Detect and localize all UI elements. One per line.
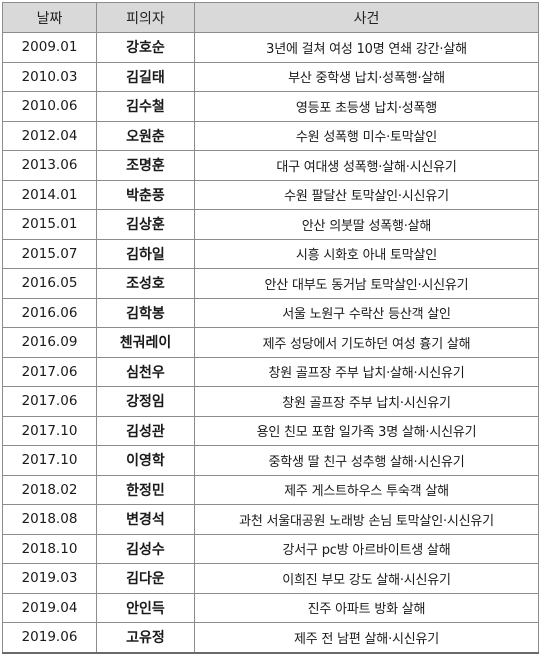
- cell-suspect: 첸궈레이: [96, 327, 195, 358]
- table-row: 2018.10 김성수 강서구 pc방 아르바이트생 살해: [2, 533, 539, 564]
- cell-date: 2017.06: [2, 386, 97, 417]
- cell-suspect: 조성호: [96, 268, 195, 299]
- cell-date: 2013.06: [2, 150, 97, 181]
- cell-case: 안산 의붓딸 성폭행·살해: [194, 209, 539, 240]
- cell-case: 과천 서울대공원 노래방 손님 토막살인·시신유기: [194, 504, 539, 535]
- cell-suspect: 안인득: [96, 592, 195, 623]
- cell-case: 이희진 부모 강도 살해·시신유기: [194, 563, 539, 594]
- cell-suspect: 김상훈: [96, 209, 195, 240]
- cell-date: 2016.05: [2, 268, 97, 299]
- cell-case: 용인 친모 포함 일가족 3명 살해·시신유기: [194, 415, 539, 446]
- table-row: 2014.01 박춘풍 수원 팔달산 토막살인·시신유기: [2, 179, 539, 210]
- table-row: 2017.10 김성관 용인 친모 포함 일가족 3명 살해·시신유기: [2, 415, 539, 446]
- cell-suspect: 강정임: [96, 386, 195, 417]
- cell-case: 제주 성당에서 기도하던 여성 흉기 살해: [194, 327, 539, 358]
- header-row: 날짜 피의자 사건: [2, 2, 539, 33]
- cell-case: 안산 대부도 동거남 토막살인·시신유기: [194, 268, 539, 299]
- cell-suspect: 박춘풍: [96, 179, 195, 210]
- cell-suspect: 김다운: [96, 563, 195, 594]
- table-row: 2019.06 고유정 제주 전 남편 살해·시신유기: [2, 622, 539, 654]
- cell-case: 수원 팔달산 토막살인·시신유기: [194, 179, 539, 210]
- cell-case: 창원 골프장 주부 납치·살해·시신유기: [194, 356, 539, 387]
- cell-date: 2017.10: [2, 415, 97, 446]
- header-suspect: 피의자: [96, 2, 195, 33]
- cell-date: 2019.06: [2, 622, 97, 654]
- cases-table: 날짜 피의자 사건 2009.01 강호순 3년에 걸쳐 여성 10명 연쇄 강간·…: [2, 2, 539, 654]
- table-row: 2010.06 김수철 영등포 초등생 납치·성폭행: [2, 91, 539, 122]
- cell-case: 시흥 시화호 아내 토막살인: [194, 238, 539, 269]
- cell-case: 영등포 초등생 납치·성폭행: [194, 91, 539, 122]
- cell-suspect: 김하일: [96, 238, 195, 269]
- cell-case: 강서구 pc방 아르바이트생 살해: [194, 533, 539, 564]
- cell-suspect: 심천우: [96, 356, 195, 387]
- cell-suspect: 한정민: [96, 474, 195, 505]
- table-row: 2016.05 조성호 안산 대부도 동거남 토막살인·시신유기: [2, 268, 539, 299]
- header-date: 날짜: [2, 2, 97, 33]
- cell-date: 2018.08: [2, 504, 97, 535]
- cell-date: 2017.10: [2, 445, 97, 476]
- cell-date: 2014.01: [2, 179, 97, 210]
- table-row: 2012.04 오원춘 수원 성폭행 미수·토막살인: [2, 120, 539, 151]
- cell-date: 2017.06: [2, 356, 97, 387]
- table-row: 2017.06 심천우 창원 골프장 주부 납치·살해·시신유기: [2, 356, 539, 387]
- cell-suspect: 김학봉: [96, 297, 195, 328]
- cell-case: 대구 여대생 성폭행·살해·시신유기: [194, 150, 539, 181]
- cell-date: 2019.04: [2, 592, 97, 623]
- cell-suspect: 오원춘: [96, 120, 195, 151]
- cell-date: 2016.06: [2, 297, 97, 328]
- cell-suspect: 김성수: [96, 533, 195, 564]
- cell-date: 2015.01: [2, 209, 97, 240]
- cell-date: 2010.03: [2, 61, 97, 92]
- cell-date: 2012.04: [2, 120, 97, 151]
- table-row: 2019.03 김다운 이희진 부모 강도 살해·시신유기: [2, 563, 539, 594]
- table-row: 2017.06 강정임 창원 골프장 주부 납치·시신유기: [2, 386, 539, 417]
- table-row: 2018.02 한정민 제주 게스트하우스 투숙객 살해: [2, 474, 539, 505]
- cell-suspect: 고유정: [96, 622, 195, 654]
- cell-case: 서울 노원구 수락산 등산객 살인: [194, 297, 539, 328]
- cell-case: 제주 전 남편 살해·시신유기: [194, 622, 539, 654]
- cell-date: 2010.06: [2, 91, 97, 122]
- cell-case: 3년에 걸쳐 여성 10명 연쇄 강간·살해: [194, 32, 539, 63]
- cell-case: 수원 성폭행 미수·토막살인: [194, 120, 539, 151]
- table-row: 2016.06 김학봉 서울 노원구 수락산 등산객 살인: [2, 297, 539, 328]
- cell-suspect: 김성관: [96, 415, 195, 446]
- table-row: 2009.01 강호순 3년에 걸쳐 여성 10명 연쇄 강간·살해: [2, 32, 539, 63]
- cell-case: 진주 아파트 방화 살해: [194, 592, 539, 623]
- cases-table-container: 날짜 피의자 사건 2009.01 강호순 3년에 걸쳐 여성 10명 연쇄 강간·…: [2, 2, 539, 654]
- cell-suspect: 강호순: [96, 32, 195, 63]
- header-case: 사건: [194, 2, 539, 33]
- table-row: 2015.01 김상훈 안산 의붓딸 성폭행·살해: [2, 209, 539, 240]
- cell-date: 2016.09: [2, 327, 97, 358]
- cell-date: 2018.02: [2, 474, 97, 505]
- table-row: 2018.08 변경석 과천 서울대공원 노래방 손님 토막살인·시신유기: [2, 504, 539, 535]
- cell-suspect: 이영학: [96, 445, 195, 476]
- cell-case: 부산 중학생 납치·성폭행·살해: [194, 61, 539, 92]
- table-row: 2017.10 이영학 중학생 딸 친구 성추행 살해·시신유기: [2, 445, 539, 476]
- cell-date: 2019.03: [2, 563, 97, 594]
- table-row: 2010.03 김길태 부산 중학생 납치·성폭행·살해: [2, 61, 539, 92]
- cell-date: 2018.10: [2, 533, 97, 564]
- table-row: 2019.04 안인득 진주 아파트 방화 살해: [2, 592, 539, 623]
- table-row: 2016.09 첸궈레이 제주 성당에서 기도하던 여성 흉기 살해: [2, 327, 539, 358]
- cell-suspect: 김수철: [96, 91, 195, 122]
- table-row: 2013.06 조명훈 대구 여대생 성폭행·살해·시신유기: [2, 150, 539, 181]
- cell-case: 제주 게스트하우스 투숙객 살해: [194, 474, 539, 505]
- cell-case: 중학생 딸 친구 성추행 살해·시신유기: [194, 445, 539, 476]
- table-row: 2015.07 김하일 시흥 시화호 아내 토막살인: [2, 238, 539, 269]
- cell-suspect: 조명훈: [96, 150, 195, 181]
- cell-date: 2009.01: [2, 32, 97, 63]
- cell-suspect: 변경석: [96, 504, 195, 535]
- cell-suspect: 김길태: [96, 61, 195, 92]
- cell-case: 창원 골프장 주부 납치·시신유기: [194, 386, 539, 417]
- cell-date: 2015.07: [2, 238, 97, 269]
- table-body: 2009.01 강호순 3년에 걸쳐 여성 10명 연쇄 강간·살해 2010.03 김…: [2, 32, 539, 654]
